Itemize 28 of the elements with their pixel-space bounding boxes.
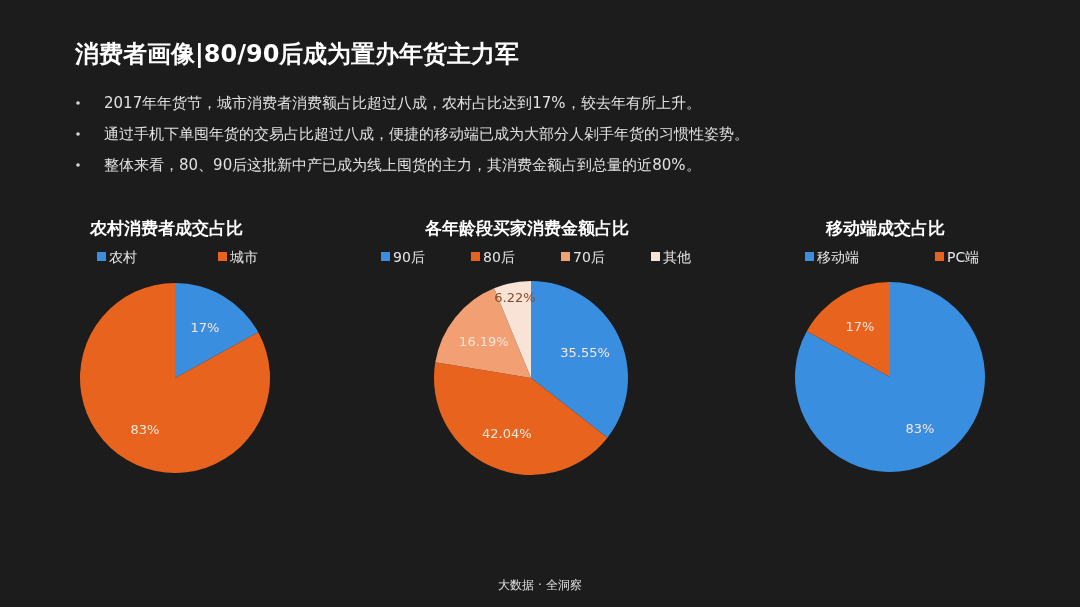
pie-slice (175, 283, 259, 378)
pie-slice (806, 282, 890, 377)
data-label: 16.19% (459, 333, 509, 349)
text: 大数据 · 全洞察 (498, 578, 582, 592)
data-label: 83% (905, 420, 935, 436)
chart-title: 移动端成交占比 (824, 218, 945, 238)
text: 2017年年货节，城市消费者消费额占比超过八成，农村占比达到17%，较去年有所上升。 (104, 94, 701, 112)
legend-label: 城市 (229, 249, 258, 265)
text: 整体来看，80、90后这批新中产已成为线上囤货的主力，其消费金额占到总量的近80%。 (104, 156, 701, 174)
data-label: 42.04% (482, 426, 532, 442)
legend-label: PC端 (947, 249, 980, 265)
data-label: 83% (130, 421, 160, 437)
legend-label: 80后 (483, 249, 515, 265)
legend-label: 90后 (393, 249, 425, 265)
data-label: 35.55% (560, 344, 610, 360)
data-label: 17% (845, 319, 875, 335)
chart-title: 各年龄段买家消费金额占比 (424, 218, 629, 238)
legend-label: 其他 (663, 249, 691, 265)
data-label: 17% (190, 320, 220, 336)
pie-slice (434, 362, 608, 475)
pie-slice (795, 282, 985, 472)
legend-label: 70后 (573, 249, 605, 265)
pie-slice (80, 283, 270, 473)
legend-label: 农村 (109, 249, 137, 265)
chart-title: 农村消费者成交占比 (89, 218, 243, 238)
legend-label: 移动端 (817, 249, 859, 265)
text: 消费者画像|80/90后成为置办年货主力军 (74, 40, 520, 68)
text: 通过手机下单囤年货的交易占比超过八成，便捷的移动端已成为大部分人剁手年货的习惯性姿势。 (104, 125, 749, 143)
